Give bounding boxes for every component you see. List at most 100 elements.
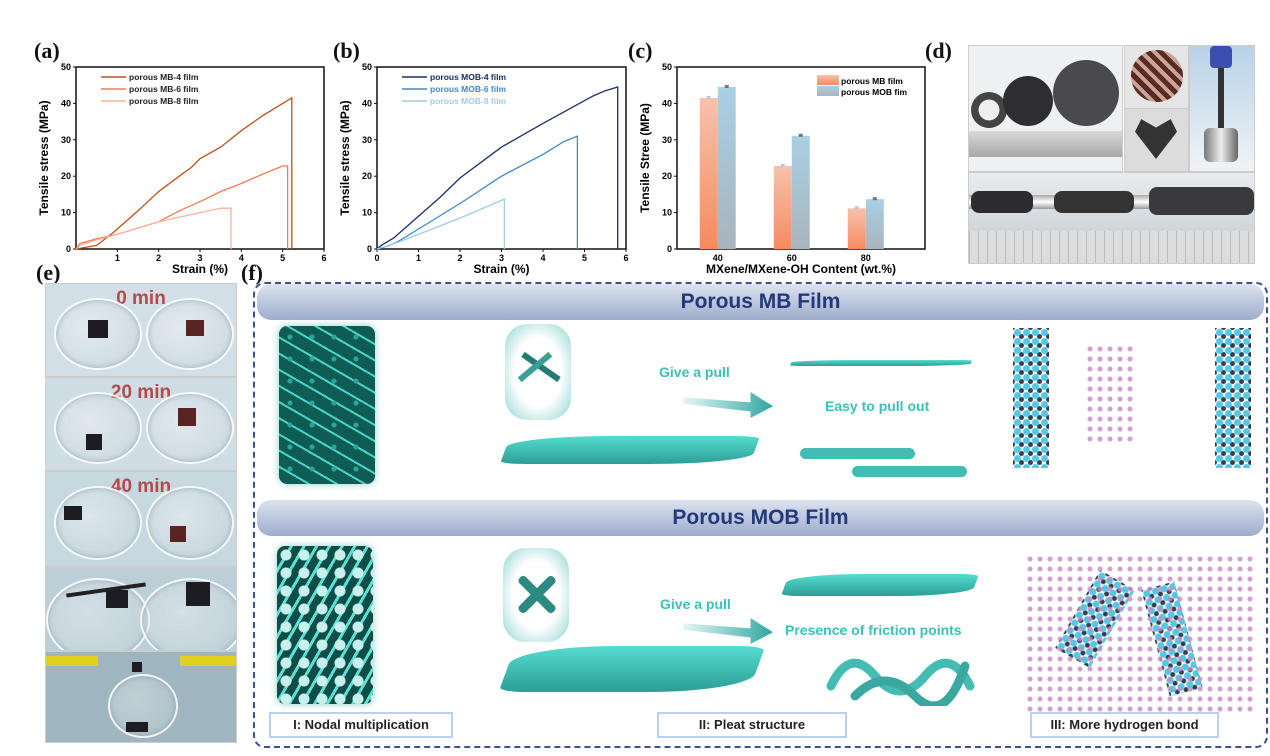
error-bar: [780, 164, 785, 168]
x-tick-label: 1: [416, 253, 421, 263]
y-tick-label: 50: [61, 62, 71, 72]
mob-network-image: [277, 546, 373, 704]
mb-result-text: Easy to pull out: [825, 398, 930, 414]
error-bar: [798, 133, 803, 137]
legend-label: porous MB-8 film: [129, 96, 199, 106]
photo-dish-side: [45, 651, 237, 743]
error-bar: [724, 85, 729, 89]
mob-molecule-linkers: [1025, 554, 1255, 714]
x-tick-label: 2: [457, 253, 462, 263]
series-line-2: [376, 135, 579, 250]
mob-sheet-inset: [503, 548, 569, 642]
x-tick-label: 4: [540, 253, 545, 263]
series-line-3: [75, 207, 232, 250]
legend-label: porous MOB-6 film: [430, 84, 506, 94]
bar-porous-MB-film-80: [847, 208, 866, 249]
y-axis-label: Tensile stress (MPa): [338, 100, 352, 215]
mob-pulled-sheet: [780, 574, 980, 596]
series-line-1: [376, 86, 619, 250]
y-tick-label: 30: [662, 135, 672, 145]
x-tick-label: 0: [374, 253, 379, 263]
y-axis-label: Tensile stress (MPa): [37, 100, 51, 215]
legend-label: porous MB film: [841, 76, 903, 86]
photo-dissolve-40min: 40 min: [45, 471, 237, 567]
mob-arrow-icon: [683, 618, 773, 644]
photo-tweezers: [45, 567, 237, 651]
photo-patterned-film: [1124, 45, 1189, 109]
photo-dissolve-0min: 0 min: [45, 283, 237, 377]
photo-weight-test: [1189, 45, 1255, 172]
legend-swatch: [817, 75, 839, 85]
legend-label: porous MOB-8 film: [430, 96, 506, 106]
x-tick-label: 2: [156, 253, 161, 263]
x-tick-label: 3: [499, 253, 504, 263]
caption-hbond: III: More hydrogen bond: [1030, 712, 1219, 738]
mob-result-text: Presence of friction points: [785, 622, 962, 638]
y-tick-label: 40: [662, 98, 672, 108]
y-tick-label: 50: [662, 62, 672, 72]
x-axis-label: Strain (%): [172, 262, 228, 276]
caption-pleat: II: Pleat structure: [657, 712, 847, 738]
mb-slip-bar: [852, 466, 967, 477]
y-tick-label: 0: [667, 244, 672, 254]
panel-label-d: (d): [925, 38, 952, 63]
legend-label: porous MOB-4 film: [430, 72, 506, 82]
error-bar: [706, 95, 711, 99]
error-bar: [854, 206, 859, 210]
mb-slip-bar: [800, 448, 915, 459]
y-tick-label: 20: [362, 171, 372, 181]
photo-disc-films: [968, 45, 1123, 172]
y-tick-label: 40: [362, 98, 372, 108]
y-tick-label: 0: [66, 244, 71, 254]
panel-label-e: (e): [36, 260, 61, 285]
mb-network-image: [279, 326, 375, 484]
panel-label-c: (c): [628, 38, 653, 63]
panel-label-f: (f): [241, 260, 263, 285]
y-tick-label: 10: [362, 208, 372, 218]
x-tick-label: 5: [582, 253, 587, 263]
mb-pull-text: Give a pull: [659, 364, 730, 380]
mob-wavy-bars: [826, 658, 975, 706]
time-label: 40 min: [110, 476, 172, 497]
x-tick-label: 1: [115, 253, 120, 263]
photo-wrapped-rod: [968, 172, 1255, 264]
legend-label: porous MB-4 film: [129, 72, 199, 82]
mob-pleated-sheets: [498, 646, 766, 692]
photo-dissolve-20min: 20 min: [45, 377, 237, 471]
y-tick-label: 30: [61, 135, 71, 145]
legend-swatch: [817, 86, 839, 96]
y-tick-label: 30: [362, 135, 372, 145]
mechanism-panel: Porous MB Film Give a pull Easy to pull …: [253, 282, 1268, 748]
y-axis-label: Tensile Stree (MPa): [638, 103, 652, 213]
panel-label-b: (b): [333, 38, 360, 63]
mb-film-header: Porous MB Film: [257, 284, 1264, 320]
bar-porous-MOB-fim-40: [717, 87, 736, 250]
y-tick-label: 40: [61, 98, 71, 108]
y-tick-label: 0: [367, 244, 372, 254]
x-tick-label: 4: [239, 253, 244, 263]
mb-flat-sheets: [499, 436, 761, 464]
y-tick-label: 10: [662, 208, 672, 218]
mb-sheet-inset: [505, 324, 571, 420]
legend-label: porous MOB fim: [841, 87, 908, 97]
plot-frame: [376, 66, 627, 250]
time-label: 0 min: [116, 288, 166, 309]
mb-pulled-sheet: [789, 360, 973, 366]
bar-porous-MOB-fim-60: [791, 135, 810, 249]
series-line-1: [75, 96, 293, 250]
mb-molecule-linker: [1085, 344, 1135, 444]
x-tick-label: 60: [787, 253, 797, 263]
x-tick-label: 6: [321, 253, 326, 263]
bar-porous-MB-film-40: [699, 97, 718, 249]
x-tick-label: 5: [280, 253, 285, 263]
x-tick-label: 80: [861, 253, 871, 263]
x-tick-label: 6: [623, 253, 628, 263]
bar-porous-MB-film-60: [773, 166, 792, 249]
mob-film-header: Porous MOB Film: [257, 500, 1264, 536]
mb-arrow-icon: [683, 392, 773, 418]
mb-molecule-right: [1215, 328, 1251, 468]
error-bar: [872, 197, 877, 201]
x-tick-label: 3: [197, 253, 202, 263]
series-line-2: [75, 165, 289, 250]
